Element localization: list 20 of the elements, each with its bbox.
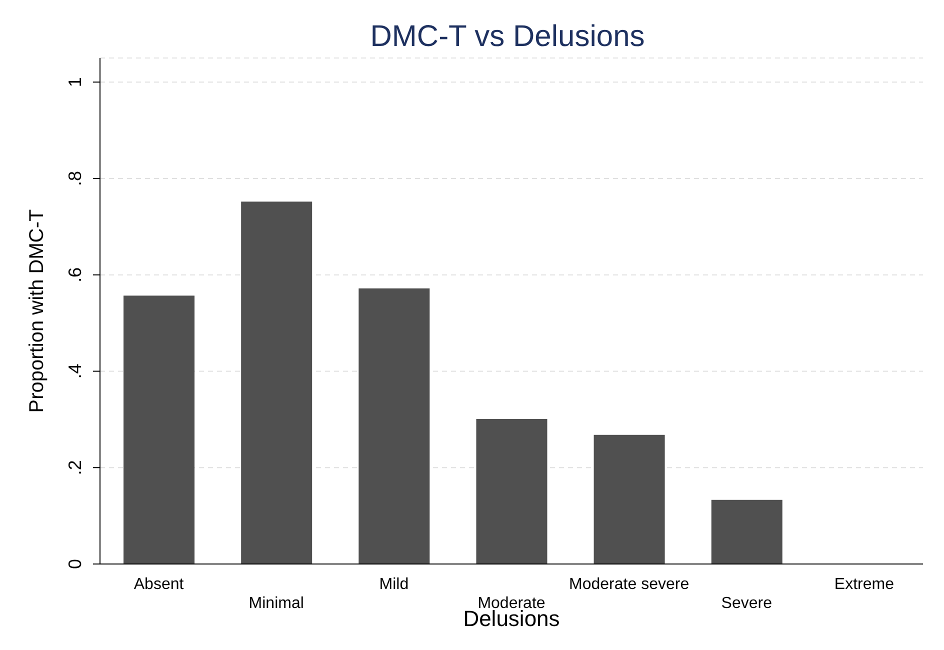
- y-tick-label: .8: [65, 170, 85, 186]
- x-tick-label: Absent: [134, 576, 184, 593]
- bar: [594, 434, 665, 564]
- y-tick-label: 0: [65, 558, 85, 570]
- x-tick-label: Severe: [721, 595, 772, 612]
- x-tick-label: Extreme: [834, 576, 894, 593]
- y-tick-label: .4: [65, 364, 85, 379]
- y-tick-label: .6: [65, 267, 85, 282]
- y-tick-label: 1: [65, 77, 85, 88]
- bar: [358, 288, 430, 564]
- bar: [711, 500, 782, 564]
- bar: [476, 418, 548, 564]
- x-tick-label: Minimal: [248, 595, 304, 612]
- bar: [124, 296, 195, 564]
- x-tick-label: Mild: [379, 576, 409, 593]
- bar: [241, 202, 312, 564]
- y-axis-title: Proportion with DMC-T: [26, 209, 48, 413]
- x-tick-label: Moderate severe: [569, 576, 690, 593]
- y-tick-label: .2: [65, 460, 85, 476]
- chart-title: DMC-T vs Delusions: [369, 20, 646, 54]
